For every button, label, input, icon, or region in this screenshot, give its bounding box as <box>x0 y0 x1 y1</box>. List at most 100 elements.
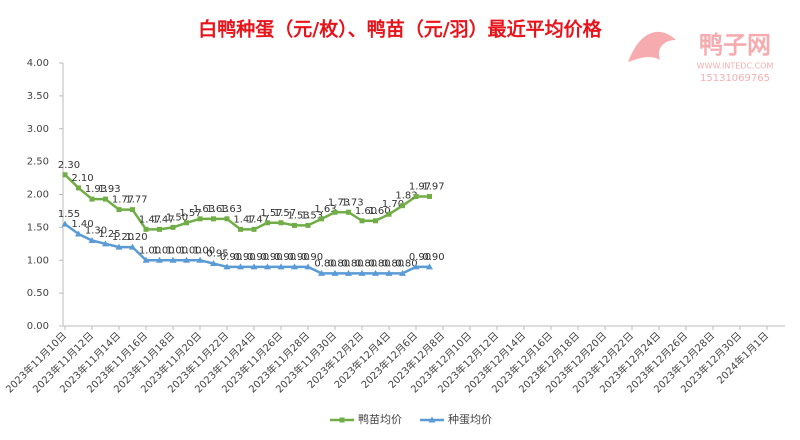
data-label: 1.57 <box>179 208 201 219</box>
point <box>170 224 176 230</box>
point <box>211 216 216 222</box>
point <box>386 211 392 217</box>
point <box>264 263 271 270</box>
data-label: 1.60 <box>368 206 390 217</box>
data-label: 0.90 <box>260 252 282 263</box>
point <box>223 263 231 270</box>
point <box>331 269 339 276</box>
y-tick-label: 1.50 <box>27 222 49 233</box>
watermark-site: WWW.INTEDC.COM <box>697 62 774 71</box>
data-label: 0.90 <box>287 252 309 263</box>
point <box>291 263 298 270</box>
point <box>62 172 68 178</box>
data-label: 0.90 <box>233 252 255 263</box>
point <box>265 220 270 226</box>
point <box>143 226 149 232</box>
point <box>129 243 136 250</box>
data-label: 1.50 <box>166 212 188 223</box>
data-label: 0.80 <box>341 258 363 269</box>
data-label: 1.00 <box>193 245 215 256</box>
data-label: 1.47 <box>152 214 174 225</box>
point <box>183 256 190 263</box>
data-label: 1.00 <box>166 245 188 256</box>
data-label: 2.10 <box>71 173 93 184</box>
data-label: 1.00 <box>179 245 201 256</box>
data-label: 1.73 <box>341 197 363 208</box>
point <box>116 207 122 213</box>
point <box>292 222 297 228</box>
data-label: 1.77 <box>125 195 147 206</box>
point <box>156 256 163 263</box>
data-label: 0.90 <box>247 252 269 263</box>
data-label: 1.25 <box>98 229 120 240</box>
watermark-name: 鸭子网 <box>699 31 771 59</box>
point <box>373 218 378 224</box>
data-label: 0.90 <box>301 252 323 263</box>
legend-label: 鸭苗均价 <box>358 413 402 426</box>
data-label: 1.93 <box>98 184 120 195</box>
data-label: 1.55 <box>58 209 80 220</box>
point <box>318 269 325 276</box>
chart-title: 白鸭种蛋（元/枚）、鸭苗（元/羽）最近平均价格 <box>198 18 602 41</box>
point <box>372 269 379 276</box>
point <box>157 226 162 232</box>
y-tick-label: 1.00 <box>27 255 49 266</box>
data-label: 1.30 <box>85 226 107 237</box>
point <box>305 222 311 228</box>
data-label: 1.00 <box>139 245 161 256</box>
data-label: 0.80 <box>368 258 390 269</box>
data-label: 0.90 <box>274 252 296 263</box>
point <box>346 209 351 215</box>
point <box>130 207 135 213</box>
point <box>88 237 96 244</box>
point <box>103 196 108 202</box>
data-label: 1.63 <box>314 204 336 215</box>
data-label: 1.20 <box>112 232 134 243</box>
point <box>224 216 230 222</box>
legend-label: 种蛋均价 <box>448 412 492 426</box>
watermark: 鸭子网 WWW.INTEDC.COM 15131069765 <box>628 31 773 84</box>
data-label: 1.53 <box>287 210 309 221</box>
point <box>358 269 366 276</box>
point <box>359 218 365 224</box>
point <box>278 220 284 226</box>
point <box>304 263 312 270</box>
point <box>184 220 189 226</box>
data-label: 2.30 <box>58 160 80 171</box>
series-line <box>64 173 430 231</box>
data-label: 1.77 <box>112 195 134 206</box>
data-label: 1.57 <box>260 208 282 219</box>
data-label: 1.97 <box>409 181 431 192</box>
point <box>385 269 393 276</box>
data-label: 1.57 <box>274 208 296 219</box>
data-label: 0.80 <box>355 258 377 269</box>
point <box>76 185 81 191</box>
y-tick-label: 0.50 <box>27 288 49 299</box>
data-label: 0.80 <box>314 258 336 269</box>
point <box>277 263 285 270</box>
data-label: 1.70 <box>382 199 404 210</box>
data-label: 1.47 <box>233 214 255 225</box>
data-label: 0.80 <box>395 258 417 269</box>
data-label: 1.97 <box>422 181 444 192</box>
y-tick-label: 4.00 <box>27 58 49 69</box>
point <box>237 263 244 270</box>
y-tick-label: 2.00 <box>27 190 49 201</box>
data-label: 0.90 <box>220 252 242 263</box>
data-label: 1.83 <box>395 191 417 202</box>
legend-marker <box>428 416 436 423</box>
series-line <box>64 223 430 275</box>
point <box>399 269 406 276</box>
data-label: 1.73 <box>328 197 350 208</box>
data-label: 0.80 <box>328 258 350 269</box>
point <box>412 263 420 270</box>
y-tick-label: 2.50 <box>27 157 49 168</box>
point <box>61 220 69 227</box>
data-label: 1.53 <box>301 210 323 221</box>
point <box>413 193 419 199</box>
data-label: 1.47 <box>139 214 161 225</box>
point <box>169 256 177 263</box>
point <box>75 230 82 237</box>
